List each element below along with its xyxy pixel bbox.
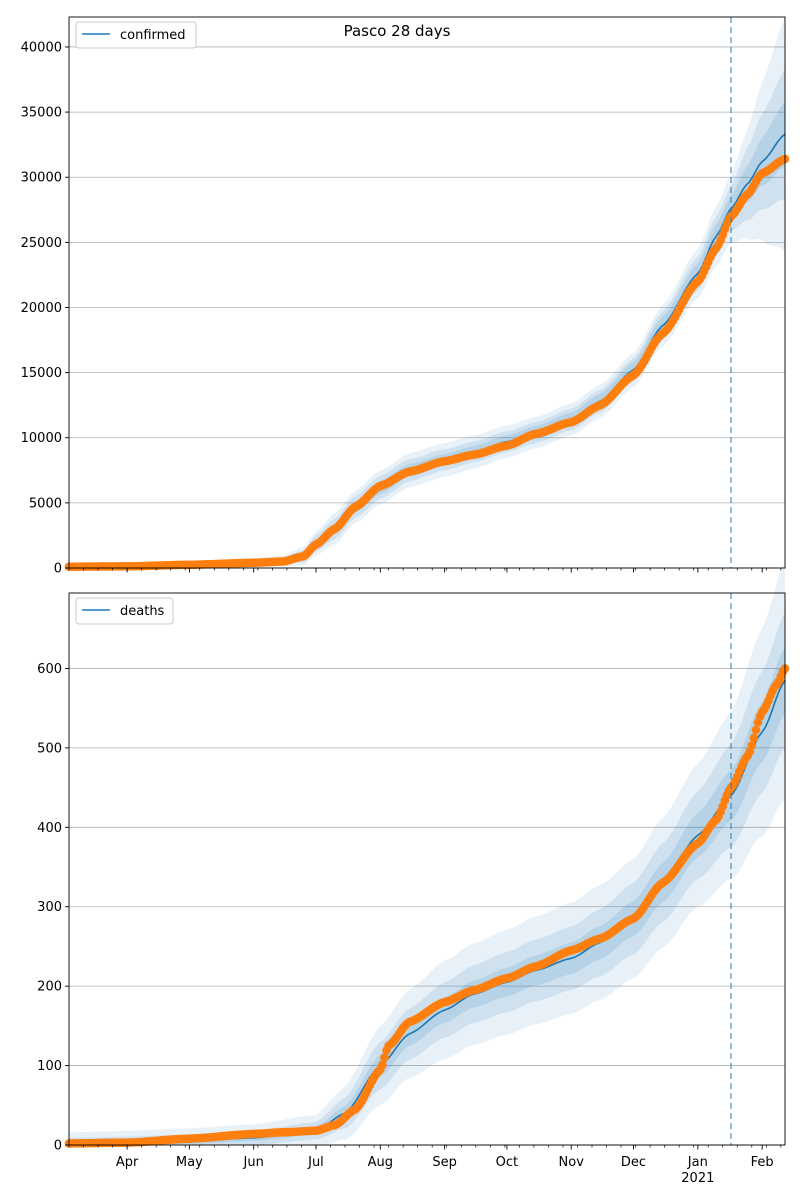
confirmed-ytick-label: 25000 [21,236,62,251]
deaths-year-label: 2021 [681,1171,714,1186]
confirmed-y-ticks: 0 5000 10000 15000 20000 25000 30000 35000 40000 [21,40,69,577]
confirmed-ytick-label: 0 [54,562,62,577]
confirmed-model-line [68,133,786,568]
deaths-legend-label: deaths [120,604,165,619]
confirmed-ytick-label: 10000 [21,431,62,446]
confirmed-axes-frame [68,16,786,569]
confirmed-uncertainty-bands [69,17,785,568]
deaths-xtick-label: Jun [243,1155,264,1170]
confirmed-band-outer [69,17,785,568]
deaths-y-ticks: 0 100 200 300 400 500 600 [37,662,69,1154]
deaths-ytick-label: 500 [37,741,62,756]
deaths-band-outer [69,561,785,1145]
confirmed-band-inner [69,101,785,568]
deaths-xtick-label: Jan [687,1155,708,1170]
deaths-xtick-label: Dec [621,1155,646,1170]
deaths-xtick-label: Nov [559,1155,585,1170]
deaths-legend-box [75,597,174,625]
deaths-observed-point [749,733,759,743]
deaths-ytick-label: 100 [37,1059,62,1074]
deaths-xtick-label: Sep [432,1155,457,1170]
deaths-band-mid [69,612,785,1145]
confirmed-ytick-label: 30000 [21,171,62,186]
confirmed-ytick-label: 35000 [21,106,62,121]
deaths-xtick-label: Jul [307,1155,324,1170]
deaths-observed-point [380,1053,389,1062]
confirmed-legend: confirmed [75,21,197,49]
confirmed-x-ticks [68,568,782,573]
confirmed-observed-points [64,154,790,571]
confirmed-panel: 0 5000 10000 15000 20000 25000 30000 35000 40000… [21,16,790,577]
deaths-ytick-label: 400 [37,821,62,836]
confirmed-gridlines [69,46,785,569]
confirmed-ytick-label: 5000 [29,496,62,511]
deaths-uncertainty-bands [69,561,785,1145]
deaths-ytick-label: 200 [37,980,62,995]
deaths-axes-frame [68,592,786,1146]
deaths-ytick-label: 300 [37,900,62,915]
deaths-xtick-label: Apr [116,1155,139,1170]
deaths-x-ticks: Apr May Jun Jul Aug Sep Oct Nov Dec Jan Feb 2021 [68,1145,782,1186]
deaths-panel: 0 100 200 300 400 500 600 Apr May Jun Jul Aug Sep Oc… [37,561,790,1186]
deaths-ytick-label: 600 [37,662,62,677]
confirmed-legend-box [75,21,197,49]
deaths-ytick-label: 0 [54,1139,62,1154]
deaths-xtick-label: Oct [496,1155,518,1170]
confirmed-legend-label: confirmed [120,28,186,43]
chart-title: Pasco 28 days [344,22,451,40]
confirmed-ytick-label: 15000 [21,366,62,381]
deaths-observed-point [378,1060,387,1070]
deaths-xtick-label: Feb [751,1155,774,1170]
deaths-band-inner [69,647,785,1145]
deaths-xtick-label: May [176,1155,203,1170]
confirmed-ytick-label: 40000 [21,40,62,55]
confirmed-ytick-label: 20000 [21,301,62,316]
deaths-observed-point [747,741,757,750]
deaths-xtick-label: Aug [368,1155,393,1170]
deaths-legend: deaths [75,597,174,625]
deaths-observed-point [751,725,761,735]
